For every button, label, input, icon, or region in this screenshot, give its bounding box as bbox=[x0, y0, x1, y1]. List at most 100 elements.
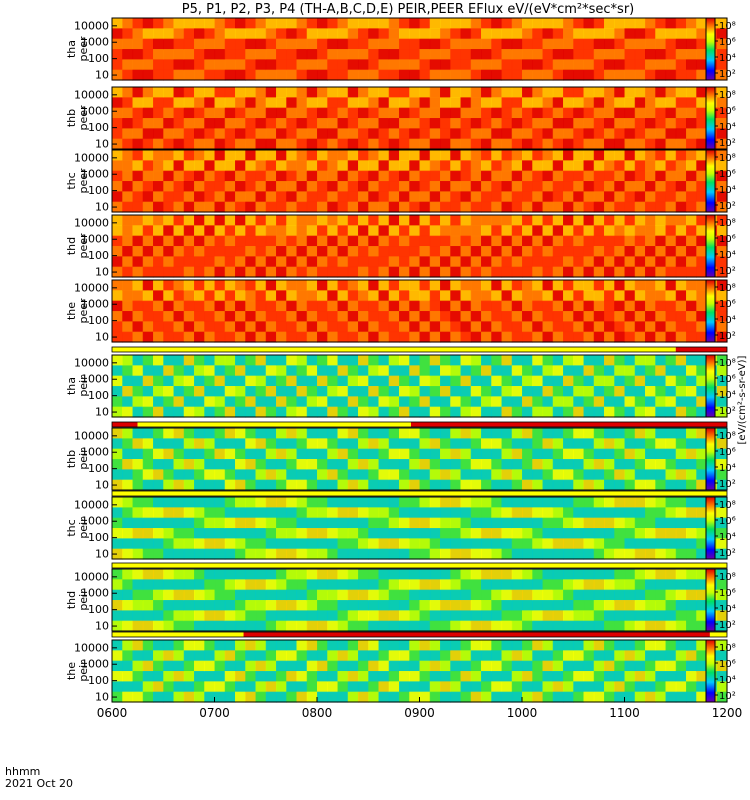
spectrogram-cell bbox=[440, 459, 451, 470]
spectrogram-cell bbox=[532, 97, 544, 109]
spectrogram-cell bbox=[429, 681, 441, 693]
spectrogram-cell bbox=[224, 28, 236, 40]
spectrogram-cell bbox=[470, 428, 482, 439]
spectrogram-cell bbox=[696, 150, 708, 161]
y-tick-label: 1000 bbox=[81, 446, 109, 459]
spectrogram-cell bbox=[522, 256, 533, 268]
spectrogram-cell bbox=[327, 497, 339, 508]
spectrogram-cell bbox=[286, 290, 298, 302]
spectrogram-cell bbox=[112, 406, 123, 418]
spectrogram-cell bbox=[214, 235, 226, 247]
spectrogram-cell bbox=[142, 538, 154, 550]
spectrogram-cell bbox=[634, 660, 646, 672]
spectrogram-cell bbox=[235, 266, 246, 278]
spectrogram-cell bbox=[522, 266, 533, 278]
spectrogram-cell bbox=[235, 107, 246, 119]
spectrogram-cell bbox=[296, 18, 308, 29]
spectrogram-cell bbox=[511, 691, 523, 703]
spectrogram-cell bbox=[388, 620, 400, 632]
spectrogram-cell bbox=[686, 507, 697, 519]
spectrogram-cell bbox=[378, 118, 390, 129]
spectrogram-cell bbox=[696, 479, 708, 491]
spectrogram-cell bbox=[286, 87, 298, 98]
spectrogram-cell bbox=[214, 138, 226, 150]
spectrogram-cell bbox=[481, 97, 492, 109]
spectrogram-cell bbox=[665, 548, 677, 560]
colorbar-tick-label: 10⁴ bbox=[719, 675, 736, 686]
spectrogram-cell bbox=[255, 311, 267, 322]
spectrogram-cell bbox=[542, 59, 554, 71]
spectrogram-cell bbox=[481, 469, 492, 481]
spectrogram-cell bbox=[224, 150, 236, 161]
colorbar-tick-label: 10⁴ bbox=[719, 122, 736, 133]
spectrogram-cell bbox=[645, 355, 656, 366]
spectrogram-cell bbox=[276, 538, 287, 550]
spectrogram-cell bbox=[122, 479, 134, 491]
spectrogram-cell bbox=[470, 497, 482, 508]
spectrogram-cell bbox=[501, 311, 513, 322]
spectrogram-cell bbox=[276, 181, 287, 192]
spectrogram-cell bbox=[358, 375, 369, 387]
spectrogram-cell bbox=[511, 290, 523, 302]
spectrogram-cell bbox=[255, 321, 267, 333]
spectrogram-cell bbox=[399, 640, 410, 651]
spectrogram-cell bbox=[358, 650, 369, 662]
spectrogram-cell bbox=[163, 497, 175, 508]
spectrogram-cell bbox=[419, 459, 431, 470]
spectrogram-cell bbox=[624, 681, 636, 693]
spectrogram-cell bbox=[655, 428, 667, 439]
spectrogram-cell bbox=[132, 235, 144, 247]
spectrogram-cell bbox=[358, 365, 369, 377]
spectrogram-cell bbox=[173, 170, 185, 182]
spectrogram-cell bbox=[634, 201, 646, 213]
y-tick-label: 100 bbox=[88, 314, 109, 327]
spectrogram-cell bbox=[378, 640, 390, 651]
spectrogram-cell bbox=[675, 365, 687, 377]
spectrogram-cell bbox=[593, 49, 605, 60]
spectrogram-cell bbox=[542, 107, 554, 119]
spectrogram-cell bbox=[224, 650, 236, 662]
spectrogram-cell bbox=[542, 569, 554, 580]
spectrogram-cell bbox=[327, 128, 339, 140]
spectrogram-cell bbox=[388, 479, 400, 491]
spectrogram-cell bbox=[573, 681, 585, 693]
spectrogram-cell bbox=[634, 517, 646, 529]
spectrogram-cell bbox=[265, 256, 277, 268]
spectrogram-cell bbox=[245, 610, 257, 622]
spectrogram-cell bbox=[337, 181, 349, 192]
y-tick-label: 10 bbox=[95, 138, 109, 151]
spectrogram-cell bbox=[163, 469, 175, 481]
spectrogram-cell bbox=[532, 469, 544, 481]
spectrogram-cell bbox=[399, 507, 410, 519]
spectrogram-cell bbox=[440, 191, 451, 203]
spectrogram-cell bbox=[716, 569, 728, 580]
spectrogram-cell bbox=[142, 256, 154, 268]
spectrogram-cell bbox=[358, 300, 369, 312]
spectrogram-cell bbox=[317, 246, 328, 257]
spectrogram-cell bbox=[132, 538, 144, 550]
spectrogram-cell bbox=[358, 681, 369, 693]
spectrogram-cell bbox=[368, 138, 380, 150]
spectrogram-cell bbox=[573, 38, 585, 50]
spectrogram-cell bbox=[378, 528, 390, 539]
spectrogram-cell bbox=[655, 396, 667, 408]
spectrogram-cell bbox=[419, 256, 431, 268]
spectrogram-cell bbox=[542, 671, 554, 682]
spectrogram-cell bbox=[491, 97, 503, 109]
spectrogram-cell bbox=[716, 365, 728, 377]
spectrogram-cell bbox=[204, 691, 216, 703]
quality-bar-frame bbox=[111, 490, 728, 497]
quality-segment-flag bbox=[112, 422, 138, 427]
spectrogram-cell bbox=[450, 59, 462, 71]
spectrogram-cell bbox=[368, 538, 380, 550]
spectrogram-cell bbox=[358, 517, 369, 529]
spectrogram-cell bbox=[716, 610, 728, 622]
spectrogram-cell bbox=[388, 280, 400, 291]
spectrogram-cell bbox=[255, 215, 267, 226]
spectrogram-cell bbox=[614, 386, 626, 397]
y-tick-label: 10 bbox=[95, 69, 109, 82]
spectrogram-cell bbox=[163, 428, 175, 439]
spectrogram-cell bbox=[686, 160, 697, 172]
spectrogram-cell bbox=[419, 681, 431, 693]
